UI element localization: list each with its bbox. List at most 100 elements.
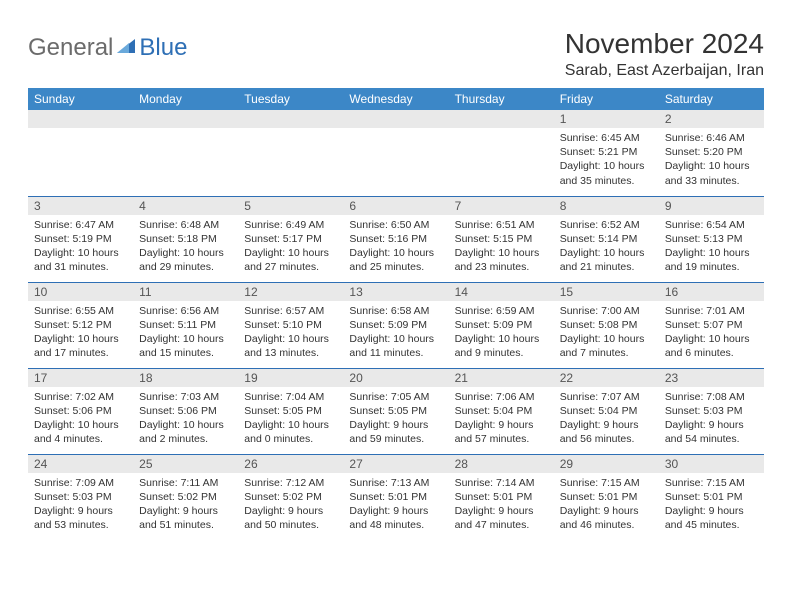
weekday-header: Saturday (659, 88, 764, 110)
day-cell: 7Sunrise: 6:51 AMSunset: 5:15 PMDaylight… (449, 196, 554, 282)
month-title: November 2024 (565, 28, 764, 60)
day-number: 2 (659, 110, 764, 128)
day-details: Sunrise: 7:02 AMSunset: 5:06 PMDaylight:… (28, 387, 133, 451)
day-cell: 15Sunrise: 7:00 AMSunset: 5:08 PMDayligh… (554, 282, 659, 368)
day-cell: 30Sunrise: 7:15 AMSunset: 5:01 PMDayligh… (659, 454, 764, 540)
weekday-header: Sunday (28, 88, 133, 110)
day-number: 24 (28, 455, 133, 473)
weekday-header: Thursday (449, 88, 554, 110)
day-details: Sunrise: 6:57 AMSunset: 5:10 PMDaylight:… (238, 301, 343, 365)
day-number: 13 (343, 283, 448, 301)
day-number: 16 (659, 283, 764, 301)
day-cell: 1Sunrise: 6:45 AMSunset: 5:21 PMDaylight… (554, 110, 659, 196)
day-details: Sunrise: 6:46 AMSunset: 5:20 PMDaylight:… (659, 128, 764, 192)
day-details: Sunrise: 6:49 AMSunset: 5:17 PMDaylight:… (238, 215, 343, 279)
logo-text-blue: Blue (139, 34, 187, 62)
day-cell: 6Sunrise: 6:50 AMSunset: 5:16 PMDaylight… (343, 196, 448, 282)
day-number: 4 (133, 197, 238, 215)
day-number: 25 (133, 455, 238, 473)
day-number: 28 (449, 455, 554, 473)
day-details: Sunrise: 7:06 AMSunset: 5:04 PMDaylight:… (449, 387, 554, 451)
day-cell: 29Sunrise: 7:15 AMSunset: 5:01 PMDayligh… (554, 454, 659, 540)
day-details: Sunrise: 6:47 AMSunset: 5:19 PMDaylight:… (28, 215, 133, 279)
day-cell: 21Sunrise: 7:06 AMSunset: 5:04 PMDayligh… (449, 368, 554, 454)
calendar-body: 1Sunrise: 6:45 AMSunset: 5:21 PMDaylight… (28, 110, 764, 540)
day-details: Sunrise: 6:45 AMSunset: 5:21 PMDaylight:… (554, 128, 659, 192)
day-number: 10 (28, 283, 133, 301)
logo: General Blue (28, 34, 187, 62)
day-cell: 4Sunrise: 6:48 AMSunset: 5:18 PMDaylight… (133, 196, 238, 282)
day-cell: 27Sunrise: 7:13 AMSunset: 5:01 PMDayligh… (343, 454, 448, 540)
day-number: 23 (659, 369, 764, 387)
day-details: Sunrise: 6:52 AMSunset: 5:14 PMDaylight:… (554, 215, 659, 279)
day-cell: 5Sunrise: 6:49 AMSunset: 5:17 PMDaylight… (238, 196, 343, 282)
day-number: 19 (238, 369, 343, 387)
day-cell: 17Sunrise: 7:02 AMSunset: 5:06 PMDayligh… (28, 368, 133, 454)
day-details: Sunrise: 6:55 AMSunset: 5:12 PMDaylight:… (28, 301, 133, 365)
day-cell: 13Sunrise: 6:58 AMSunset: 5:09 PMDayligh… (343, 282, 448, 368)
empty-cell (28, 110, 133, 196)
calendar-table: SundayMondayTuesdayWednesdayThursdayFrid… (28, 88, 764, 540)
day-details: Sunrise: 7:12 AMSunset: 5:02 PMDaylight:… (238, 473, 343, 537)
day-details: Sunrise: 7:04 AMSunset: 5:05 PMDaylight:… (238, 387, 343, 451)
day-cell: 9Sunrise: 6:54 AMSunset: 5:13 PMDaylight… (659, 196, 764, 282)
day-number: 3 (28, 197, 133, 215)
day-number: 21 (449, 369, 554, 387)
day-cell: 23Sunrise: 7:08 AMSunset: 5:03 PMDayligh… (659, 368, 764, 454)
calendar-row: 24Sunrise: 7:09 AMSunset: 5:03 PMDayligh… (28, 454, 764, 540)
weekday-header: Tuesday (238, 88, 343, 110)
day-cell: 25Sunrise: 7:11 AMSunset: 5:02 PMDayligh… (133, 454, 238, 540)
empty-cell (343, 110, 448, 196)
calendar-row: 3Sunrise: 6:47 AMSunset: 5:19 PMDaylight… (28, 196, 764, 282)
day-details: Sunrise: 7:00 AMSunset: 5:08 PMDaylight:… (554, 301, 659, 365)
day-details: Sunrise: 6:51 AMSunset: 5:15 PMDaylight:… (449, 215, 554, 279)
day-details: Sunrise: 7:11 AMSunset: 5:02 PMDaylight:… (133, 473, 238, 537)
day-number: 1 (554, 110, 659, 128)
day-cell: 2Sunrise: 6:46 AMSunset: 5:20 PMDaylight… (659, 110, 764, 196)
day-cell: 12Sunrise: 6:57 AMSunset: 5:10 PMDayligh… (238, 282, 343, 368)
day-number: 27 (343, 455, 448, 473)
day-number: 22 (554, 369, 659, 387)
day-details: Sunrise: 7:09 AMSunset: 5:03 PMDaylight:… (28, 473, 133, 537)
day-number: 8 (554, 197, 659, 215)
calendar-row: 1Sunrise: 6:45 AMSunset: 5:21 PMDaylight… (28, 110, 764, 196)
day-details: Sunrise: 6:50 AMSunset: 5:16 PMDaylight:… (343, 215, 448, 279)
day-details: Sunrise: 7:08 AMSunset: 5:03 PMDaylight:… (659, 387, 764, 451)
empty-cell (238, 110, 343, 196)
day-number: 17 (28, 369, 133, 387)
day-number: 29 (554, 455, 659, 473)
day-details: Sunrise: 6:48 AMSunset: 5:18 PMDaylight:… (133, 215, 238, 279)
logo-text-general: General (28, 34, 113, 62)
day-number: 14 (449, 283, 554, 301)
day-cell: 16Sunrise: 7:01 AMSunset: 5:07 PMDayligh… (659, 282, 764, 368)
day-cell: 28Sunrise: 7:14 AMSunset: 5:01 PMDayligh… (449, 454, 554, 540)
day-number: 30 (659, 455, 764, 473)
weekday-header: Monday (133, 88, 238, 110)
day-number: 20 (343, 369, 448, 387)
weekday-header: Wednesday (343, 88, 448, 110)
day-cell: 18Sunrise: 7:03 AMSunset: 5:06 PMDayligh… (133, 368, 238, 454)
weekday-header: Friday (554, 88, 659, 110)
calendar-row: 10Sunrise: 6:55 AMSunset: 5:12 PMDayligh… (28, 282, 764, 368)
day-number: 7 (449, 197, 554, 215)
empty-cell (133, 110, 238, 196)
title-block: November 2024 Sarab, East Azerbaijan, Ir… (565, 28, 764, 80)
weekday-header-row: SundayMondayTuesdayWednesdayThursdayFrid… (28, 88, 764, 110)
header: General Blue November 2024 Sarab, East A… (28, 28, 764, 80)
day-number: 9 (659, 197, 764, 215)
day-number: 26 (238, 455, 343, 473)
day-cell: 8Sunrise: 6:52 AMSunset: 5:14 PMDaylight… (554, 196, 659, 282)
day-details: Sunrise: 7:03 AMSunset: 5:06 PMDaylight:… (133, 387, 238, 451)
day-details: Sunrise: 7:14 AMSunset: 5:01 PMDaylight:… (449, 473, 554, 537)
day-cell: 14Sunrise: 6:59 AMSunset: 5:09 PMDayligh… (449, 282, 554, 368)
day-details: Sunrise: 6:59 AMSunset: 5:09 PMDaylight:… (449, 301, 554, 365)
day-cell: 24Sunrise: 7:09 AMSunset: 5:03 PMDayligh… (28, 454, 133, 540)
day-number: 12 (238, 283, 343, 301)
day-cell: 26Sunrise: 7:12 AMSunset: 5:02 PMDayligh… (238, 454, 343, 540)
location: Sarab, East Azerbaijan, Iran (565, 62, 764, 80)
day-details: Sunrise: 7:01 AMSunset: 5:07 PMDaylight:… (659, 301, 764, 365)
day-cell: 11Sunrise: 6:56 AMSunset: 5:11 PMDayligh… (133, 282, 238, 368)
day-cell: 3Sunrise: 6:47 AMSunset: 5:19 PMDaylight… (28, 196, 133, 282)
day-number: 5 (238, 197, 343, 215)
empty-cell (449, 110, 554, 196)
